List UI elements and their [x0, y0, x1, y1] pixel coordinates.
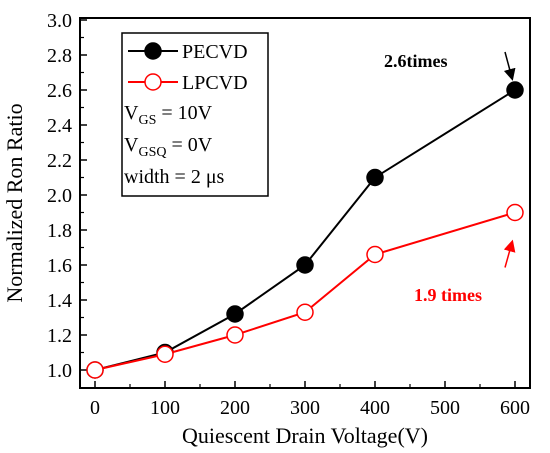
y-tick-label: 1.4	[47, 290, 72, 312]
plot-frame	[79, 17, 531, 389]
y-tick-label: 2.8	[47, 45, 72, 67]
data-point	[506, 81, 524, 99]
y-tick-label: 2.4	[47, 115, 72, 137]
series-line	[94, 89, 516, 371]
annotation-label: 1.9 times	[414, 285, 482, 305]
annotations: 2.6times 1.9 times	[384, 51, 516, 305]
legend-box: PECVD LPCVD VGS = 10V VGSQ = 0V width = …	[121, 32, 269, 197]
y-tick-label: 2.6	[47, 80, 72, 102]
y-tick-label: 1.0	[47, 360, 72, 382]
series-pecvd	[86, 81, 524, 379]
x-tick-label: 300	[290, 397, 320, 419]
data-point	[86, 361, 104, 379]
condition-vgsq: VGSQ = 0V	[124, 134, 213, 160]
annotation-arrow	[503, 51, 516, 81]
data-point	[296, 303, 314, 321]
annotation-label: 2.6times	[384, 51, 447, 71]
legend-marker-lpcvd	[144, 73, 162, 91]
y-tick-label: 3.0	[47, 10, 72, 32]
condition-width: width = 2 μs	[124, 166, 225, 188]
y-axis-title: Normalized Ron Ratio	[2, 103, 27, 302]
annotation-arrow	[503, 239, 516, 268]
series-lpcvd	[86, 203, 524, 379]
y-tick-label: 2.2	[47, 150, 72, 172]
x-tick-label: 100	[150, 397, 180, 419]
legend-label-pecvd: PECVD	[182, 41, 248, 63]
x-tick-label: 400	[360, 397, 390, 419]
y-tick-label: 1.2	[47, 325, 72, 347]
x-tick-label: 600	[500, 397, 530, 419]
data-point	[296, 256, 314, 274]
x-axis-ticks: 0 100 200 300 400 500 600	[90, 381, 530, 419]
data-point	[156, 345, 174, 363]
data-point	[506, 203, 524, 222]
x-tick-label: 500	[430, 397, 460, 419]
data-point	[366, 168, 384, 187]
data-point	[226, 305, 244, 323]
x-axis-title: Quiescent Drain Voltage(V)	[182, 423, 428, 448]
legend-border	[121, 32, 269, 197]
series-line	[94, 211, 516, 371]
y-tick-label: 1.6	[47, 255, 72, 277]
x-tick-label: 200	[220, 397, 250, 419]
legend-marker-pecvd	[144, 42, 162, 60]
y-tick-label: 2.0	[47, 185, 72, 207]
series-layer	[86, 81, 524, 379]
data-point	[366, 245, 384, 264]
legend-label-lpcvd: LPCVD	[182, 72, 248, 94]
y-tick-label: 1.8	[47, 220, 72, 242]
y-axis-ticks: 1.0 1.2 1.4 1.6 1.8 2.0 2.2 2.4 2.6 2.8 3.0	[47, 10, 87, 382]
data-point	[226, 326, 244, 344]
condition-vgs: VGS = 10V	[124, 102, 213, 128]
x-tick-label: 0	[90, 397, 100, 419]
